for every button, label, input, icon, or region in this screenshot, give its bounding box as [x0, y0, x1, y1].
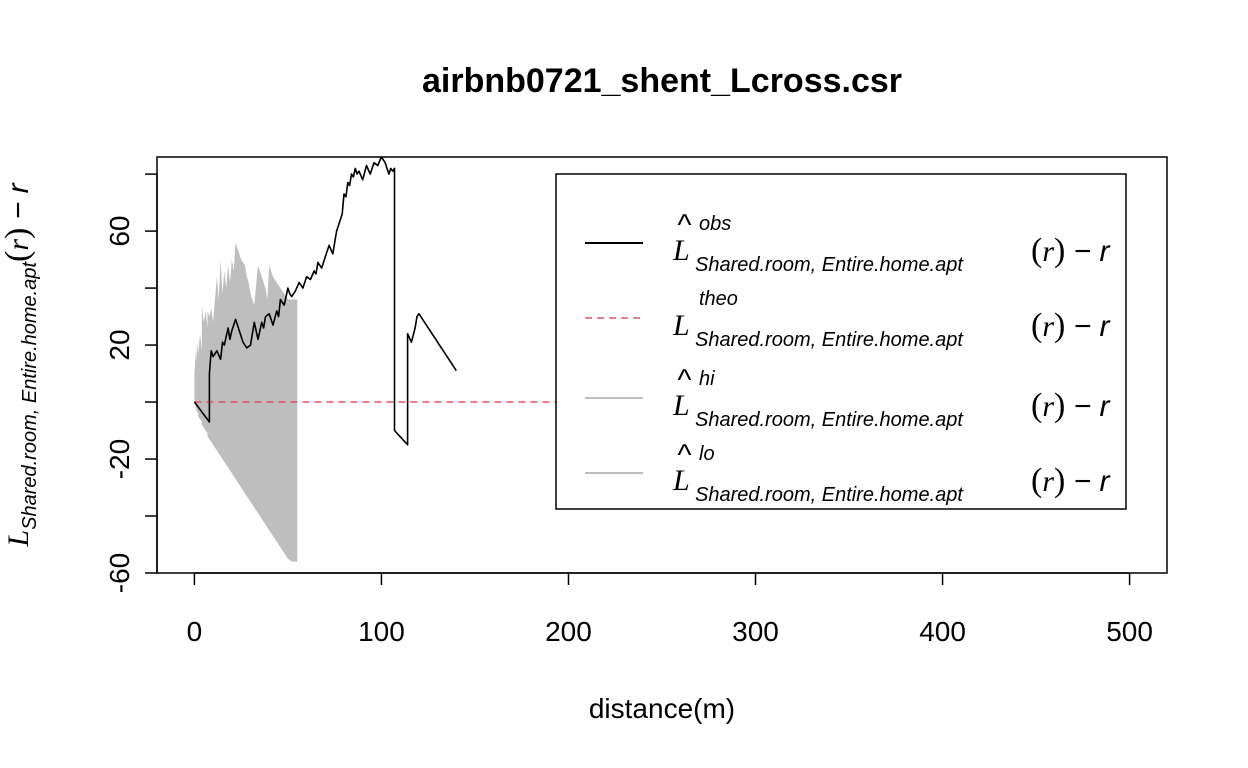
- legend-sub: Shared.room, Entire.home.apt: [695, 254, 964, 276]
- y-tick-label-group: 60: [104, 216, 135, 247]
- legend-paren-close: ): [1054, 232, 1065, 269]
- y-tick-label: 60: [104, 216, 135, 247]
- legend-sup: theo: [699, 288, 738, 310]
- legend-box: [555, 173, 1127, 510]
- legend-main: L: [672, 389, 690, 422]
- y-tick-label: 20: [104, 329, 135, 360]
- legend-r: r: [1042, 465, 1054, 498]
- x-tick-label: 300: [732, 616, 779, 647]
- y-axis-label-r: r: [2, 239, 35, 251]
- legend-entry-hi: L^ hi Shared.room, Entire.home.apt (r) − r: [585, 364, 1111, 431]
- legend-paren-close: ): [1054, 307, 1065, 344]
- legend-sup: obs: [699, 213, 731, 235]
- legend-rest: − r: [1065, 235, 1110, 268]
- legend-main: L: [672, 309, 690, 342]
- legend-r: r: [1042, 310, 1054, 343]
- x-tick-label: 400: [919, 616, 966, 647]
- y-tick-label-group: -20: [104, 439, 135, 479]
- y-tick-label-group: -60: [104, 553, 135, 593]
- x-tick-label: 500: [1106, 616, 1153, 647]
- x-tick-label: 200: [545, 616, 592, 647]
- legend-paren-open: (: [1031, 307, 1042, 344]
- y-axis-label-rest: − r: [2, 182, 35, 227]
- series-line-obs: [193, 156, 457, 446]
- x-axis-label: distance(m): [589, 693, 735, 724]
- legend-entry-obs: L^ obs Shared.room, Entire.home.apt (r) − r: [585, 209, 1111, 276]
- x-tick-label: 0: [187, 616, 203, 647]
- legend-sub: Shared.room, Entire.home.apt: [695, 409, 964, 431]
- legend-tail: (r) − r: [1031, 387, 1111, 424]
- legend-main: L: [672, 234, 690, 267]
- legend-sup: lo: [699, 443, 715, 465]
- y-axis-label-main: L: [2, 530, 35, 548]
- y-axis-label-sub: Shared.room, Entire.home.apt: [19, 261, 41, 530]
- y-tick-label: -20: [104, 439, 135, 479]
- y-axis-label: LShared.room, Entire.home.apt(r) − r: [0, 182, 41, 547]
- x-tick-label: 100: [358, 616, 405, 647]
- series-layer: [193, 156, 457, 446]
- legend-paren-open: (: [1031, 462, 1042, 499]
- legend-rest: − r: [1065, 310, 1110, 343]
- y-axis-label-text: LShared.room, Entire.home.apt(r) − r: [0, 182, 41, 547]
- legend-paren-open: (: [1031, 232, 1042, 269]
- legend-rest: − r: [1065, 390, 1110, 423]
- y-tick-label-group: 20: [104, 329, 135, 360]
- legend-paren-close: ): [1054, 462, 1065, 499]
- legend-r: r: [1042, 235, 1054, 268]
- y-axis: -60 -20 20 60: [104, 173, 158, 593]
- legend-tail: (r) − r: [1031, 462, 1111, 499]
- legend-hat: ^: [677, 439, 692, 472]
- legend-main: L: [672, 464, 690, 497]
- chart-title: airbnb0721_shent_Lcross.csr: [422, 62, 902, 100]
- legend-entry-lo: L^ lo Shared.room, Entire.home.apt (r) − r: [585, 439, 1111, 506]
- legend-hat: ^: [677, 209, 692, 242]
- y-tick-label: -60: [104, 553, 135, 593]
- legend-paren-close: ): [1054, 387, 1065, 424]
- legend-rest: − r: [1065, 465, 1110, 498]
- legend-tail: (r) − r: [1031, 307, 1111, 344]
- legend-hat: ^: [677, 364, 692, 397]
- legend-sup: hi: [699, 368, 715, 390]
- legend-sub: Shared.room, Entire.home.apt: [695, 484, 964, 506]
- y-axis-label-paren-close: ): [0, 228, 36, 239]
- legend-sub: Shared.room, Entire.home.apt: [695, 329, 964, 351]
- legend-paren-open: (: [1031, 387, 1042, 424]
- y-axis-label-paren-open: (: [0, 251, 36, 262]
- legend-tail: (r) − r: [1031, 232, 1111, 269]
- x-axis: 0 100 200 300 400 500: [187, 572, 1153, 647]
- legend-r: r: [1042, 390, 1054, 423]
